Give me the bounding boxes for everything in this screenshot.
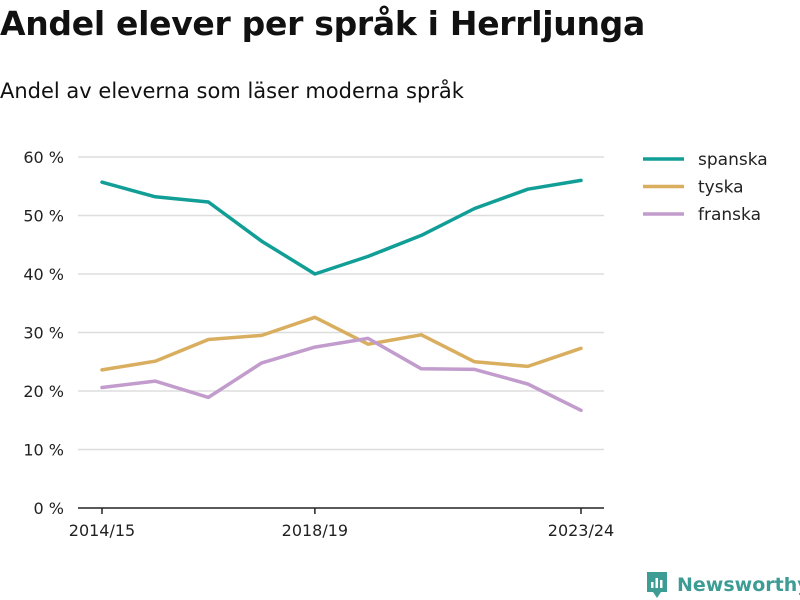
y-tick-label: 40 % (23, 265, 64, 284)
series-line-franska (100, 336, 583, 413)
legend-label-franska: franska (698, 205, 761, 225)
y-tick-label: 20 % (23, 382, 64, 401)
series-line-spanska (100, 178, 583, 276)
y-tick-label: 0 % (34, 499, 64, 518)
series-lines (100, 178, 583, 413)
legend-label-spanska: spanska (698, 150, 768, 170)
y-tick-label: 60 % (23, 148, 64, 167)
newsworthy-logo: Newsworthy (645, 570, 800, 600)
brand-name: Newsworthy (677, 574, 800, 596)
series-line-tyska (100, 315, 583, 372)
y-tick-label: 50 % (23, 207, 64, 226)
x-axis: 2014/15 2018/19 2023/24 (69, 507, 614, 540)
y-tick-label: 30 % (23, 324, 64, 343)
y-axis-ticks: 0 % 10 % 20 % 30 % 40 % 50 % 60 % (23, 148, 64, 518)
y-tick-label: 10 % (23, 441, 64, 460)
chart-subtitle: Andel av eleverna som läser moderna språ… (0, 79, 464, 103)
x-tick-label: 2018/19 (282, 521, 348, 540)
grid-lines (78, 156, 604, 451)
x-tick-label: 2023/24 (548, 521, 614, 540)
chart-title: Andel elever per språk i Herrljunga (0, 4, 645, 43)
newsworthy-icon (647, 572, 667, 598)
legend-label-tyska: tyska (698, 178, 744, 198)
legend: spanska tyska franska (643, 150, 768, 225)
x-tick-label: 2014/15 (69, 521, 135, 540)
